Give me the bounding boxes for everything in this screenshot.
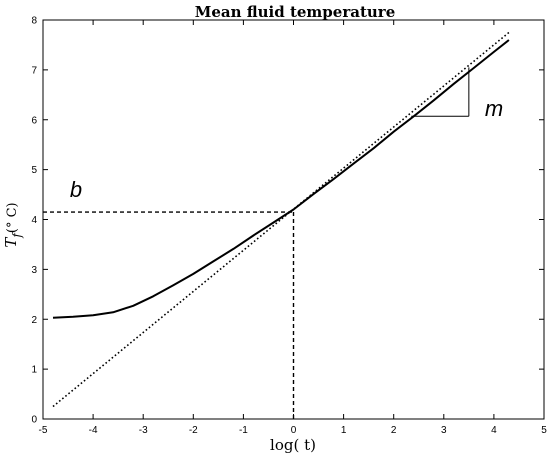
- x-tick-label: 5: [541, 425, 547, 436]
- y-tick-label: 4: [31, 215, 37, 226]
- y-tick-label: 6: [31, 115, 37, 126]
- x-tick-label: 4: [491, 425, 497, 436]
- slope-label: m: [485, 96, 503, 121]
- y-tick-label: 7: [31, 65, 37, 76]
- x-tick-label: -3: [139, 425, 148, 436]
- guide-lines: [43, 67, 470, 419]
- intercept-label: b: [70, 177, 82, 202]
- x-tick-label: -2: [189, 425, 198, 436]
- x-axis-label: log( t): [270, 436, 316, 454]
- temperature-curve: [52, 39, 510, 319]
- x-tick-label: -5: [39, 425, 48, 436]
- x-tick-label: 3: [441, 425, 447, 436]
- data-series: [52, 31, 510, 408]
- x-tick-label: -4: [89, 425, 98, 436]
- chart-title: Mean fluid temperature: [195, 3, 396, 21]
- asymptote-line: [52, 31, 510, 408]
- svg-text:Tf(° C): Tf(° C): [2, 202, 24, 247]
- annotations: bm: [70, 96, 503, 202]
- x-tick-label: 1: [341, 425, 347, 436]
- x-tick-label: 2: [391, 425, 397, 436]
- y-tick-label: 5: [31, 165, 37, 176]
- y-label-main: T: [2, 237, 20, 248]
- y-tick-label: 1: [31, 365, 37, 376]
- y-axis-label: Tf(° C): [2, 202, 24, 247]
- x-tick-label: -1: [239, 425, 248, 436]
- y-tick-label: 3: [31, 265, 37, 276]
- y-tick-label: 2: [31, 315, 37, 326]
- y-tick-label: 0: [31, 415, 37, 426]
- y-tick-label: 8: [31, 16, 37, 27]
- y-label-sub: f: [10, 231, 24, 239]
- axis-ticks: -5 -4 -3 -2 -1 0 1 2 3 4 5 0 1 2 3 4 5 6 7 8: [31, 16, 547, 437]
- x-tick-label: 0: [291, 425, 297, 436]
- y-label-unit: (° C): [5, 202, 20, 233]
